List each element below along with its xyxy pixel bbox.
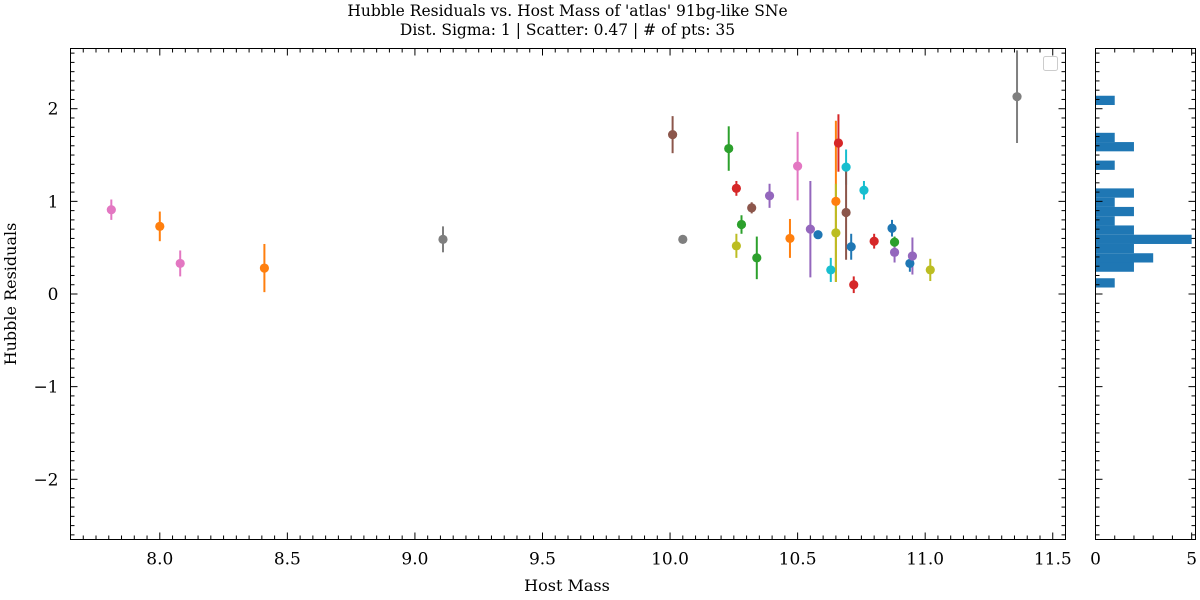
histogram-bar: [1095, 225, 1134, 235]
data-point: [752, 253, 762, 263]
main-tick-labels: 8.0 8.5 9.0 9.5 10.0 10.5 11.0 11.5 −2 −1 0 1 2: [33, 100, 1071, 570]
x-tick-label: 8.0: [146, 550, 173, 570]
data-point: [889, 237, 900, 247]
data-point: [846, 242, 856, 252]
histogram-ticks: [1095, 48, 1196, 540]
data-point: [764, 191, 775, 201]
chart-subtitle: Dist. Sigma: 1 | Scatter: 0.47 | # of pt…: [399, 21, 736, 39]
data-point: [438, 234, 448, 244]
histogram-bar: [1095, 216, 1115, 226]
histogram-bar: [1095, 253, 1154, 263]
legend-box: [1043, 56, 1058, 71]
data-point: [907, 251, 918, 261]
data-point: [813, 230, 823, 240]
x-tick-label: 8.5: [274, 550, 301, 570]
y-tick-label: −1: [33, 378, 58, 398]
histogram-bar: [1095, 188, 1134, 198]
data-point: [731, 241, 741, 251]
data-point: [724, 143, 734, 154]
data-point: [155, 221, 165, 231]
data-point: [831, 196, 841, 206]
data-point: [106, 205, 116, 215]
data-point: [849, 280, 859, 290]
data-point: [668, 130, 678, 140]
chart-title: Hubble Residuals vs. Host Mass of 'atlas…: [347, 2, 788, 20]
data-point: [841, 162, 851, 172]
data-point: [905, 258, 915, 269]
data-point: [678, 234, 688, 244]
histogram-bar: [1095, 278, 1115, 288]
histogram-bar: [1095, 206, 1134, 217]
histogram-bar: [1095, 132, 1115, 143]
y-tick-label: 1: [48, 192, 59, 212]
data-point: [826, 265, 836, 275]
histogram-bar: [1095, 160, 1115, 170]
data-point: [175, 258, 185, 269]
histogram-x-tick-label: 0: [1090, 550, 1101, 570]
data-point: [747, 203, 757, 213]
x-axis-label: Host Mass: [524, 576, 610, 595]
histogram-bars: [1095, 95, 1192, 288]
data-point: [887, 223, 897, 233]
y-axis-label: Hubble Residuals: [1, 223, 20, 366]
data-point: [731, 183, 741, 193]
data-points: [106, 92, 1022, 290]
data-point: [841, 207, 851, 218]
histogram-bar: [1095, 243, 1134, 254]
data-point: [785, 233, 795, 244]
histogram-bar: [1095, 142, 1134, 152]
data-point: [889, 247, 900, 257]
histogram-bar: [1095, 262, 1134, 272]
y-tick-label: −2: [33, 470, 58, 490]
chart-title-block: Hubble Residuals vs. Host Mass of 'atlas…: [0, 2, 1135, 40]
x-tick-label: 9.5: [529, 550, 556, 570]
data-point: [831, 228, 841, 238]
data-point: [859, 185, 869, 195]
data-point: [925, 265, 935, 275]
data-point: [869, 236, 879, 246]
x-tick-label: 9.0: [401, 550, 428, 570]
histogram-frame: [1095, 48, 1196, 540]
x-tick-label: 10.0: [651, 550, 689, 570]
data-point: [736, 219, 747, 230]
x-tick-label: 11.5: [1034, 550, 1072, 570]
histogram-bar: [1095, 95, 1115, 106]
y-tick-label: 0: [48, 285, 59, 305]
data-point: [805, 224, 815, 234]
error-bars: [110, 50, 1019, 294]
x-tick-label: 11.0: [906, 550, 944, 570]
data-point: [833, 138, 844, 148]
main-plot-frame: [70, 48, 1066, 540]
main-axis-ticks: [70, 48, 1066, 540]
x-tick-label: 10.5: [779, 550, 817, 570]
main-plot: 8.0 8.5 9.0 9.5 10.0 10.5 11.0 11.5 −2 −1 0 1 2: [33, 48, 1072, 570]
histogram-x-tick-label: 5: [1186, 550, 1197, 570]
histogram-bar: [1095, 234, 1192, 244]
data-point: [793, 161, 803, 171]
histogram-bar: [1095, 197, 1115, 207]
data-point: [1012, 92, 1022, 102]
y-tick-label: 2: [48, 100, 59, 120]
data-point: [259, 263, 269, 273]
